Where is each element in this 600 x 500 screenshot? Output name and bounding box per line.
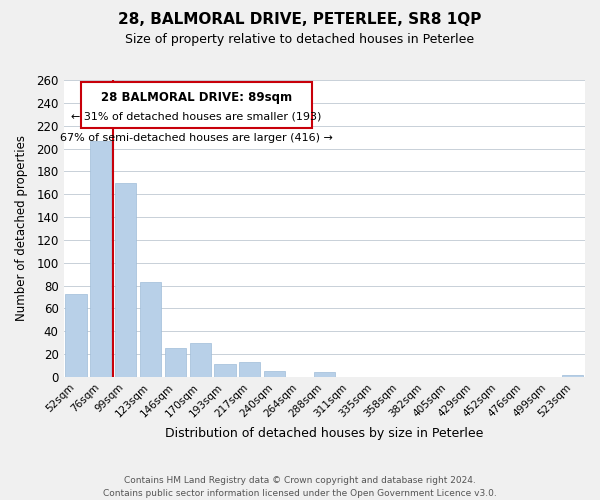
Bar <box>165 348 186 377</box>
Bar <box>140 282 161 377</box>
Bar <box>115 183 136 377</box>
Bar <box>264 371 285 377</box>
Bar <box>190 342 211 377</box>
X-axis label: Distribution of detached houses by size in Peterlee: Distribution of detached houses by size … <box>165 427 484 440</box>
Text: 67% of semi-detached houses are larger (416) →: 67% of semi-detached houses are larger (… <box>60 133 333 143</box>
FancyBboxPatch shape <box>81 82 312 128</box>
Text: Contains HM Land Registry data © Crown copyright and database right 2024.
Contai: Contains HM Land Registry data © Crown c… <box>103 476 497 498</box>
Bar <box>314 372 335 377</box>
Text: Size of property relative to detached houses in Peterlee: Size of property relative to detached ho… <box>125 32 475 46</box>
Y-axis label: Number of detached properties: Number of detached properties <box>15 136 28 322</box>
Bar <box>214 364 236 377</box>
Bar <box>65 294 86 377</box>
Text: 28 BALMORAL DRIVE: 89sqm: 28 BALMORAL DRIVE: 89sqm <box>101 91 292 104</box>
Text: 28, BALMORAL DRIVE, PETERLEE, SR8 1QP: 28, BALMORAL DRIVE, PETERLEE, SR8 1QP <box>118 12 482 28</box>
Text: ← 31% of detached houses are smaller (193): ← 31% of detached houses are smaller (19… <box>71 112 322 122</box>
Bar <box>239 362 260 377</box>
Bar <box>90 140 112 377</box>
Bar <box>562 374 583 377</box>
